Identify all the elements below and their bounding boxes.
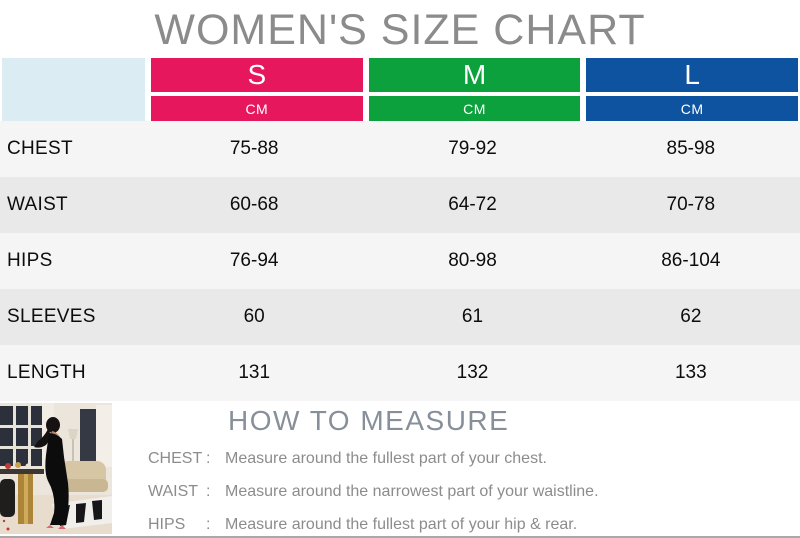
- measure-text: Measure around the fullest part of your …: [225, 449, 547, 467]
- unit-cell-m: CM: [368, 96, 581, 121]
- cell-waist-m: 64-72: [448, 194, 497, 215]
- row-label: LENGTH: [7, 362, 86, 383]
- size-table-header: S M L CM CM CM: [0, 58, 800, 121]
- size-header-m: M: [368, 58, 581, 92]
- cell-hips-m: 80-98: [448, 250, 497, 271]
- measure-text: Measure around the fullest part of your …: [225, 515, 578, 533]
- cell-hips-l: 86-104: [661, 250, 721, 271]
- table-row-sleeves: SLEEVES 60 61 62: [0, 289, 800, 345]
- measure-heading: HOW TO MEASURE: [228, 405, 510, 436]
- row-label: CHEST: [7, 138, 73, 159]
- size-header-l: L: [586, 58, 798, 92]
- row-label: HIPS: [7, 250, 53, 271]
- cell-waist-s: 60-68: [229, 194, 279, 215]
- cell-sleeves-s: 60: [243, 306, 265, 327]
- model-photo: [0, 403, 112, 534]
- bottom-divider: [0, 536, 800, 538]
- size-header-s: S: [151, 58, 363, 92]
- table-row-waist: WAIST 60-68 64-72 70-78: [0, 177, 800, 233]
- table-row-hips: HIPS 76-94 80-98 86-104: [0, 233, 800, 289]
- cell-length-l: 133: [674, 362, 707, 383]
- table-row-chest: CHEST 75-88 79-92 85-98: [0, 121, 800, 177]
- cell-waist-l: 70-78: [666, 194, 716, 215]
- measure-label: CHEST: [148, 449, 203, 467]
- cell-length-m: 132: [456, 362, 489, 383]
- measure-separator: :: [206, 482, 211, 500]
- cell-chest-m: 79-92: [448, 138, 497, 159]
- measure-item-chest: CHEST : Measure around the fullest part …: [148, 442, 599, 475]
- measure-label: WAIST: [148, 482, 199, 500]
- measure-items: CHEST : Measure around the fullest part …: [148, 442, 599, 538]
- table-row-length: LENGTH 131 132 133: [0, 345, 800, 401]
- row-label: WAIST: [7, 194, 68, 215]
- unit-cell-s: CM: [151, 96, 363, 121]
- cell-sleeves-m: 61: [461, 306, 484, 327]
- unit-cell-l: CM: [586, 96, 798, 121]
- cell-length-s: 131: [238, 362, 271, 383]
- size-table-body: CHEST 75-88 79-92 85-98 WAIST 60-68 64-7…: [0, 121, 800, 401]
- cell-sleeves-l: 62: [680, 306, 702, 327]
- corner-cell: [2, 58, 145, 121]
- cell-hips-s: 76-94: [229, 250, 279, 271]
- measure-item-waist: WAIST : Measure around the narrowest par…: [148, 475, 599, 508]
- measure-item-hips: HIPS : Measure around the fullest part o…: [148, 508, 599, 538]
- measure-separator: :: [206, 515, 211, 533]
- how-to-measure-section: HOW TO MEASURE CHEST : Measure around th…: [0, 401, 800, 536]
- cell-chest-s: 75-88: [229, 138, 279, 159]
- measure-text: Measure around the narrowest part of you…: [225, 482, 599, 500]
- page-title: WOMEN'S SIZE CHART: [154, 5, 646, 54]
- cell-chest-l: 85-98: [666, 138, 716, 159]
- measure-separator: :: [206, 449, 211, 467]
- row-label: SLEEVES: [7, 306, 96, 327]
- measure-label: HIPS: [148, 515, 186, 533]
